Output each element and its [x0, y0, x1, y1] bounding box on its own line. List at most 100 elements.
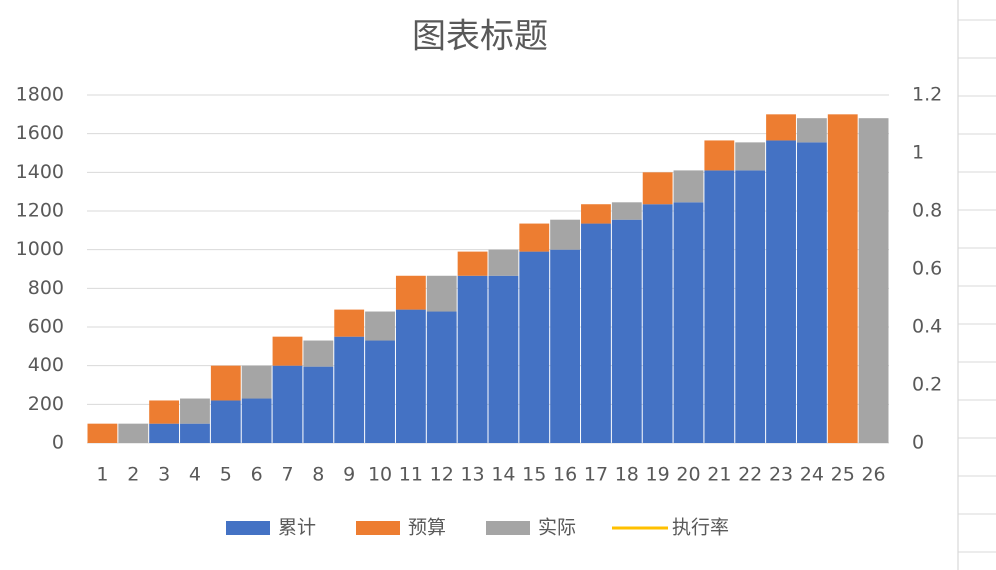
bar-segment [673, 170, 704, 203]
x-tick-label: 17 [584, 464, 608, 486]
y2-tick-label: 0 [912, 432, 924, 454]
sheet-grid [958, 19, 996, 553]
x-tick-label: 10 [368, 464, 392, 486]
bar-segment [457, 275, 488, 443]
x-tick-label: 12 [430, 464, 454, 486]
x-tick-label: 21 [707, 464, 731, 486]
bar-segment [241, 398, 272, 443]
bar-segment [827, 114, 858, 443]
x-tick-label: 8 [312, 464, 324, 486]
legend-label: 实际 [538, 517, 576, 539]
x-tick-label: 9 [343, 464, 355, 486]
bar-segment [303, 340, 334, 367]
x-tick-label: 7 [281, 464, 293, 486]
bar-segment [272, 365, 303, 443]
bar-segment [673, 202, 704, 443]
x-tick-label: 14 [491, 464, 515, 486]
legend-label: 执行率 [672, 517, 729, 539]
x-tick-label: 22 [738, 464, 762, 486]
bar-segment [180, 423, 210, 443]
x-tick-label: 19 [646, 464, 670, 486]
bar-segment [365, 311, 395, 341]
x-tick-label: 16 [553, 464, 577, 486]
legend-swatch [226, 521, 270, 535]
bar-segment [272, 336, 303, 366]
y-tick-label: 1600 [16, 122, 64, 144]
bar-segment [766, 140, 796, 443]
bar-segment [488, 249, 519, 276]
y-tick-label: 1200 [16, 200, 64, 222]
legend-label: 预算 [408, 517, 446, 539]
x-tick-label: 23 [769, 464, 793, 486]
y2-tick-label: 0.8 [912, 200, 942, 222]
bar-segment [426, 275, 457, 312]
bar-segment [642, 204, 673, 443]
bar-segment [581, 204, 611, 224]
bar-segment [303, 366, 334, 443]
bar-segment [796, 118, 827, 143]
x-tick-label: 25 [831, 464, 855, 486]
chart-title: 图表标题 [412, 17, 548, 57]
y-tick-label: 0 [52, 432, 64, 454]
x-tick-label: 6 [251, 464, 263, 486]
bar-segment [735, 170, 766, 443]
y-tick-label: 1800 [16, 84, 64, 106]
x-tick-label: 11 [399, 464, 423, 486]
legend-swatch [356, 521, 400, 535]
x-tick-label: 13 [460, 464, 484, 486]
x-tick-label: 1 [96, 464, 108, 486]
bar-segment [519, 251, 550, 443]
bar-segment [550, 249, 581, 443]
bar-segment [395, 275, 426, 310]
x-tick-label: 4 [189, 464, 201, 486]
y2-tick-label: 0.2 [912, 374, 942, 396]
bar-segment [519, 223, 550, 252]
bar-segment [704, 140, 735, 171]
x-tick-label: 3 [158, 464, 170, 486]
y-tick-label: 800 [28, 277, 64, 299]
x-tick-label: 26 [861, 464, 885, 486]
y2-tick-label: 0.4 [912, 316, 942, 338]
bar-segment [611, 219, 642, 443]
bar-segment [87, 423, 118, 443]
bar-segment [334, 336, 365, 443]
y2-tick-label: 1.2 [912, 84, 942, 106]
bar-segment [180, 398, 210, 424]
bar-segment [457, 251, 488, 276]
y-tick-label: 1400 [16, 161, 64, 183]
y-tick-label: 200 [28, 393, 64, 415]
x-tick-label: 15 [522, 464, 546, 486]
bar-segment [796, 142, 827, 443]
bar-segment [395, 309, 426, 443]
bar-segment [642, 172, 673, 205]
legend-swatch [486, 521, 530, 535]
bar-segment [210, 365, 241, 401]
x-tick-label: 20 [676, 464, 700, 486]
bar-segment [241, 365, 272, 399]
bar-segment [766, 114, 796, 141]
y2-tick-label: 0.6 [912, 258, 942, 280]
legend-label: 累计 [278, 517, 316, 539]
bar-segment [210, 400, 241, 443]
bar-segment [611, 202, 642, 220]
x-tick-label: 2 [127, 464, 139, 486]
y2-tick-label: 1 [912, 142, 924, 164]
bar-segment [149, 423, 180, 443]
bar-segment [858, 118, 889, 443]
bar-segment [735, 142, 766, 171]
bar-segment [550, 219, 581, 250]
y-tick-label: 600 [28, 316, 64, 338]
bar-segment [426, 311, 457, 443]
bar-segment [118, 423, 149, 443]
bar-segment [365, 340, 395, 443]
bar-segment [334, 309, 365, 337]
x-tick-label: 5 [220, 464, 232, 486]
bar-segment [149, 400, 180, 424]
bar-segment [488, 275, 519, 443]
bar-segment [581, 223, 611, 443]
y-tick-label: 1000 [16, 238, 64, 260]
x-tick-label: 18 [615, 464, 639, 486]
x-tick-label: 24 [800, 464, 824, 486]
y-tick-label: 400 [28, 354, 64, 376]
